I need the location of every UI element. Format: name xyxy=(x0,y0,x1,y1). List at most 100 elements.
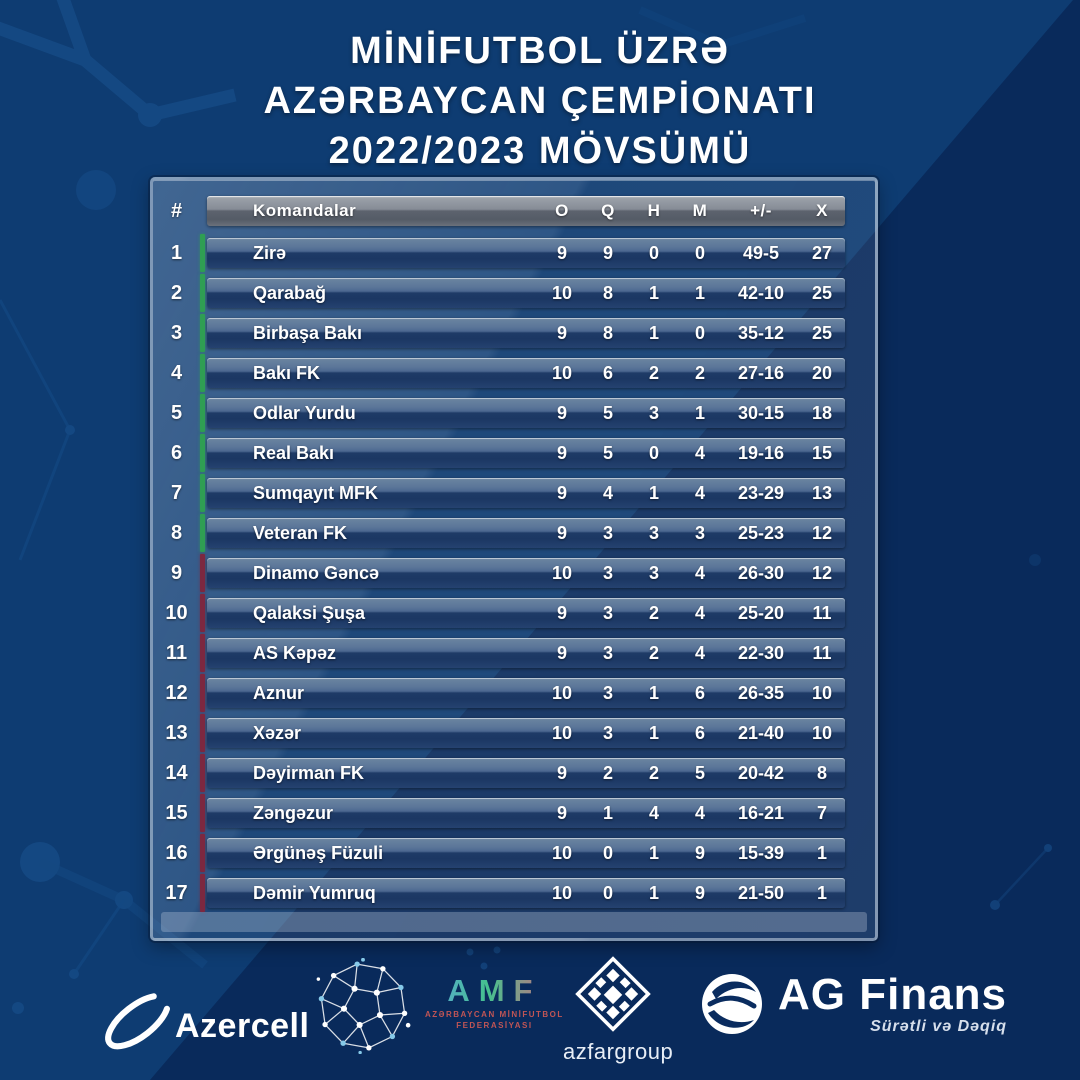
team-row-bar: Birbaşa Bakı 9 8 1 0 35-12 25 xyxy=(200,314,845,352)
table-row: 1 Zirə 9 9 0 0 49-5 27 xyxy=(153,234,875,272)
table-row: 14 Dəyirman FK 9 2 2 5 20-42 8 xyxy=(153,754,875,792)
zone-accent xyxy=(200,794,205,832)
games-played: 9 xyxy=(556,522,567,543)
goal-difference: 15-39 xyxy=(737,842,785,863)
goal-difference: 19-16 xyxy=(737,442,785,463)
goal-difference: 35-12 xyxy=(737,322,785,343)
wins: 9 xyxy=(602,242,613,263)
team-row-bar: Ərgünəş Füzuli 10 0 1 9 15-39 1 xyxy=(200,834,845,872)
games-played: 10 xyxy=(551,562,573,583)
table-body: 1 Zirə 9 9 0 0 49-5 27 2 Qarabağ 10 8 1 1 42-10 25 3 Birb… xyxy=(153,234,875,918)
goal-difference: 42-10 xyxy=(737,282,785,303)
losses: 3 xyxy=(694,522,705,543)
team-row-bar: Dəyirman FK 9 2 2 5 20-42 8 xyxy=(200,754,845,792)
table-row: 6 Real Bakı 9 5 0 4 19-16 15 xyxy=(153,434,875,472)
zone-accent xyxy=(200,674,205,712)
team-row-bar: Zirə 9 9 0 0 49-5 27 xyxy=(200,234,845,272)
team-name: Dinamo Gəncə xyxy=(253,562,380,583)
title-line-2: AZƏRBAYCAN ÇEMPİONATI xyxy=(263,80,817,122)
losses: 6 xyxy=(694,722,705,743)
team-name: Real Bakı xyxy=(253,442,335,463)
losses: 9 xyxy=(694,842,705,863)
draws: 1 xyxy=(648,282,659,303)
points: 12 xyxy=(811,522,833,543)
goal-difference-column-header: +/- xyxy=(750,201,772,220)
games-played: 10 xyxy=(551,362,573,383)
rank-number: 11 xyxy=(165,642,188,664)
wins: 0 xyxy=(602,842,613,863)
azfargroup-icon xyxy=(575,956,651,1032)
team-row-bar: Qalaksi Şuşa 9 3 2 4 25-20 11 xyxy=(200,594,845,632)
points: 25 xyxy=(811,282,833,303)
points: 7 xyxy=(816,802,827,823)
losses: 9 xyxy=(694,882,705,903)
games-played: 9 xyxy=(556,762,567,783)
rank-number: 1 xyxy=(170,242,183,264)
losses: 5 xyxy=(694,762,705,783)
rank-number: 13 xyxy=(165,722,188,744)
losses: 1 xyxy=(694,402,705,423)
table-header-row: # Komandalar O Q H M +/- X xyxy=(153,196,875,226)
amf-subtitle-line-2: FEDERASİYASI xyxy=(456,1021,533,1030)
table-row: 13 Xəzər 10 3 1 6 21-40 10 xyxy=(153,714,875,752)
rank-number: 12 xyxy=(165,682,188,704)
wins: 8 xyxy=(602,282,613,303)
amf-subtitle-line-1: AZƏRBAYCAN MİNİFUTBOL xyxy=(425,1010,564,1019)
team-name: Xəzər xyxy=(253,722,302,743)
table-row: 2 Qarabağ 10 8 1 1 42-10 25 xyxy=(153,274,875,312)
team-name: AS Kəpəz xyxy=(253,642,337,663)
wins: 4 xyxy=(602,482,613,503)
draws: 0 xyxy=(648,242,659,263)
rank-number: 10 xyxy=(165,602,188,624)
team-name: Dəyirman FK xyxy=(253,762,365,783)
wins: 5 xyxy=(602,442,613,463)
panel-bottom-bevel xyxy=(161,912,867,932)
wins: 3 xyxy=(602,682,613,703)
team-name: Qalaksi Şuşa xyxy=(253,602,366,623)
points: 10 xyxy=(811,722,833,743)
table-row: 12 Aznur 10 3 1 6 26-35 10 xyxy=(153,674,875,712)
amf-logo: AMF AZƏRBAYCAN MİNİFUTBOL FEDERASİYASI xyxy=(315,958,564,1054)
losses: 0 xyxy=(694,242,705,263)
losses-column-header: M xyxy=(692,201,708,220)
losses: 4 xyxy=(694,562,705,583)
zone-accent xyxy=(200,394,205,432)
games-played: 9 xyxy=(556,482,567,503)
zone-accent xyxy=(200,274,205,312)
wins: 5 xyxy=(602,402,613,423)
draws: 3 xyxy=(648,522,659,543)
table-row: 7 Sumqayıt MFK 9 4 1 4 23-29 13 xyxy=(153,474,875,512)
rank-number: 2 xyxy=(170,282,183,304)
table-header-bar: Komandalar O Q H M +/- X xyxy=(207,196,845,226)
points: 25 xyxy=(811,322,833,343)
zone-accent xyxy=(200,234,205,272)
team-name: Zəngəzur xyxy=(253,802,334,823)
games-played: 9 xyxy=(556,602,567,623)
losses: 4 xyxy=(694,802,705,823)
team-row-bar: Xəzər 10 3 1 6 21-40 10 xyxy=(200,714,845,752)
points: 8 xyxy=(816,762,827,783)
losses: 0 xyxy=(694,322,705,343)
points: 10 xyxy=(811,682,833,703)
points: 15 xyxy=(811,442,833,463)
points: 1 xyxy=(816,882,827,903)
rank-column-header: # xyxy=(170,200,183,222)
team-row-bar: Real Bakı 9 5 0 4 19-16 15 xyxy=(200,434,845,472)
zone-accent xyxy=(200,434,205,472)
points-column-header: X xyxy=(816,201,828,220)
games-played: 9 xyxy=(556,242,567,263)
ag-finans-icon xyxy=(702,974,762,1034)
azfargroup-label: azfargroup xyxy=(563,1039,674,1064)
draws: 3 xyxy=(648,562,659,583)
wins: 0 xyxy=(602,882,613,903)
zone-accent xyxy=(200,634,205,672)
goal-difference: 49-5 xyxy=(742,242,780,263)
amf-ball-icon xyxy=(316,958,411,1054)
draws: 3 xyxy=(648,402,659,423)
team-name: Dəmir Yumruq xyxy=(253,882,376,903)
table-row: 17 Dəmir Yumruq 10 0 1 9 21-50 1 xyxy=(153,874,875,912)
losses: 2 xyxy=(694,362,705,383)
goal-difference: 26-35 xyxy=(737,682,785,703)
losses: 4 xyxy=(694,602,705,623)
games-played: 9 xyxy=(556,322,567,343)
